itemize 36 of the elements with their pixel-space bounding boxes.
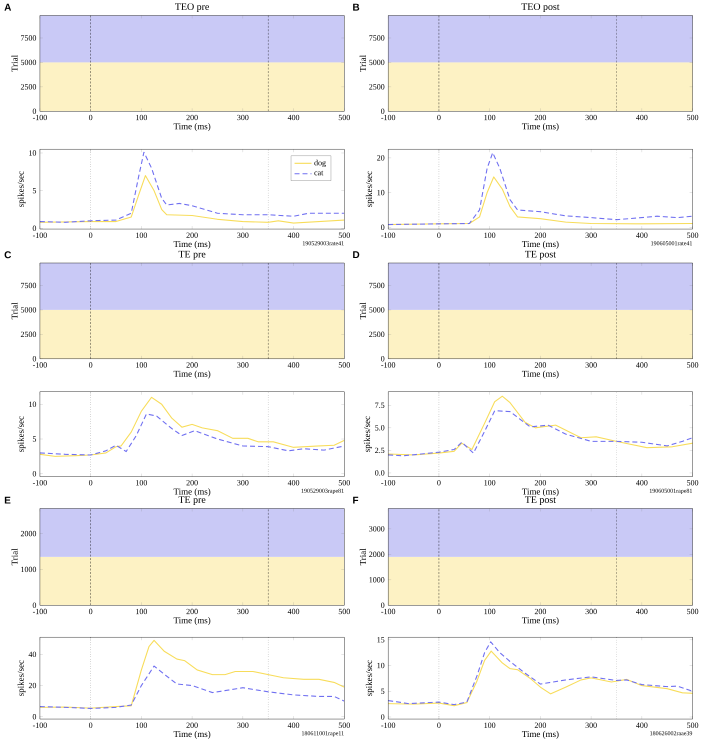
- text: A: [4, 4, 12, 11]
- x-axis-title: Time (ms): [174, 370, 211, 379]
- x-axis-title: Time (ms): [522, 240, 559, 249]
- x-axis-title: Time (ms): [174, 240, 211, 249]
- y-axis-title: Trial: [12, 55, 18, 72]
- chart-title: TE post: [525, 250, 556, 260]
- x-axis-title: Time (ms): [174, 617, 211, 626]
- x-axis-title: Time (ms): [522, 488, 559, 496]
- x-axis-title: Time (ms): [174, 488, 211, 496]
- y-axis-title: spikes/sec: [18, 660, 26, 696]
- y-axis-title: Trial: [360, 302, 366, 320]
- chart-title: TE pre: [178, 496, 206, 506]
- text: E: [5, 496, 11, 504]
- y-axis-title: spikes/sec: [364, 416, 372, 452]
- y-axis-title: Trial: [12, 548, 18, 566]
- text: C: [4, 251, 12, 258]
- x-axis-title: Time (ms): [522, 617, 559, 626]
- y-axis-title: spikes/sec: [18, 416, 26, 452]
- chart-title: TE post: [525, 496, 556, 505]
- y-axis-title: Trial: [360, 55, 366, 72]
- y-axis-title: Trial: [360, 548, 366, 566]
- x-axis-title: Time (ms): [174, 730, 211, 739]
- y-axis-title: spikes/sec: [366, 171, 374, 207]
- text: B: [353, 4, 360, 11]
- text: D: [353, 251, 360, 258]
- x-axis-title: Time (ms): [522, 123, 559, 132]
- chart-title: TEO pre: [175, 3, 210, 12]
- y-axis-title: spikes/sec: [18, 171, 26, 207]
- x-axis-title: Time (ms): [174, 123, 211, 132]
- y-axis-title: Trial: [12, 302, 18, 320]
- x-axis-title: Time (ms): [522, 730, 559, 739]
- chart-title: TEO post: [522, 3, 560, 12]
- text: F: [353, 496, 358, 504]
- chart-title: TE pre: [178, 250, 206, 260]
- y-axis-title: spikes/sec: [366, 660, 374, 696]
- x-axis-title: Time (ms): [522, 370, 559, 379]
